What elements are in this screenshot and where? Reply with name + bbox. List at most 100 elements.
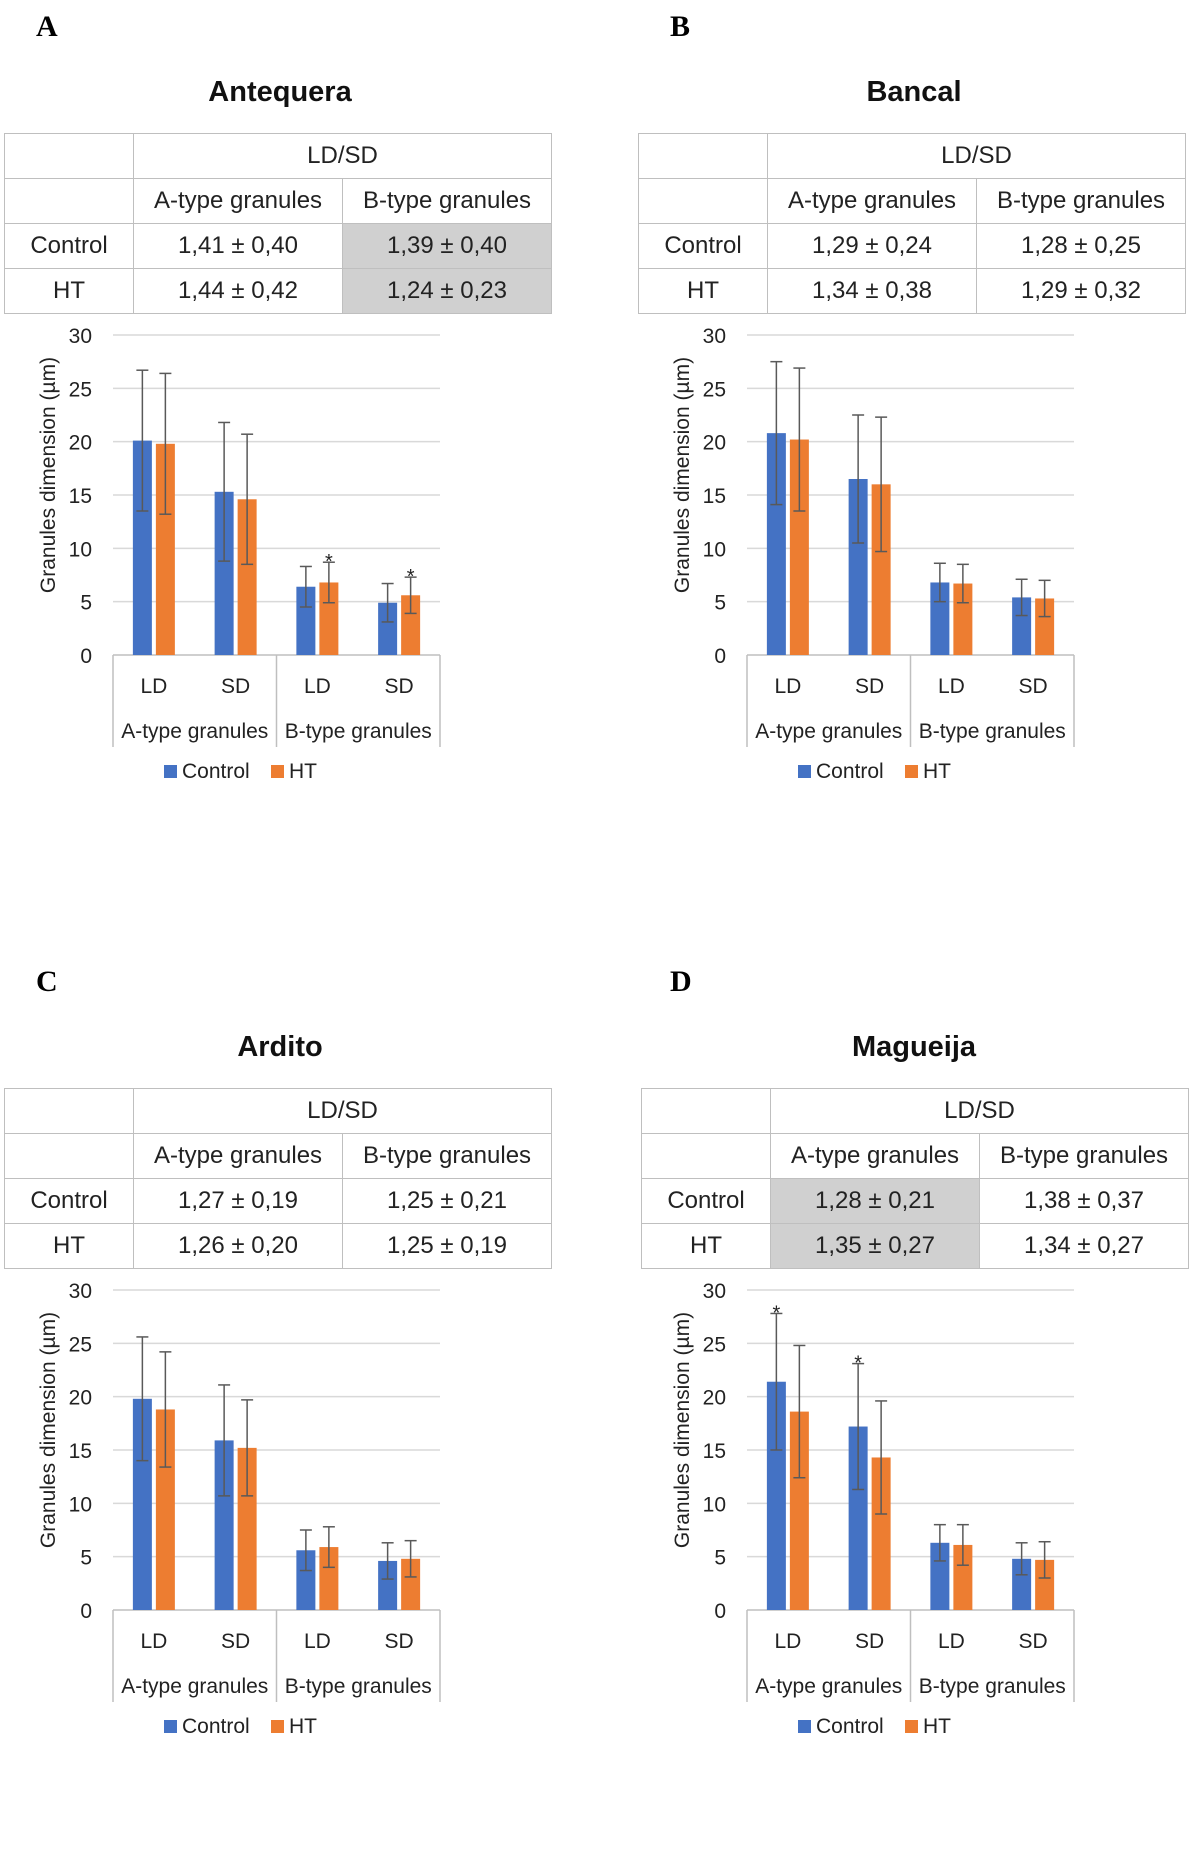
bar-ht bbox=[401, 595, 421, 655]
y-axis-label: Granules dimension (µm) bbox=[37, 357, 60, 593]
legend-label-ht: HT bbox=[923, 1715, 951, 1738]
table-cell-ht-b: 1,29 ± 0,32 bbox=[976, 268, 1186, 314]
bar-chart-magueija: 0 5 10 15 20 25 30 Granules dimension (µm) * * LD S… bbox=[671, 1280, 1075, 1738]
table-cell-ht-a: 1,26 ± 0,20 bbox=[133, 1223, 343, 1269]
bar-ht bbox=[953, 583, 973, 655]
panel-title: Ardito bbox=[237, 1031, 323, 1063]
bar-control bbox=[848, 479, 868, 655]
y-tick-label: 5 bbox=[80, 1547, 92, 1570]
bar-ht bbox=[155, 1409, 175, 1610]
table-cell-control-a: 1,41 ± 0,40 bbox=[133, 223, 343, 269]
y-tick-label: 0 bbox=[714, 645, 726, 668]
bar-control bbox=[296, 586, 316, 655]
bar-control bbox=[930, 1542, 950, 1610]
bar-ht bbox=[789, 1411, 809, 1610]
legend-swatch-ht bbox=[271, 1720, 284, 1733]
legend-label-control: Control bbox=[816, 760, 884, 783]
x-tick-label: SD bbox=[221, 1630, 250, 1653]
x-tick-label: LD bbox=[774, 675, 801, 698]
panel-letter: C bbox=[36, 965, 58, 998]
table-header: LD/SD bbox=[133, 1088, 552, 1134]
ratio-table: LD/SD A-type granules B-type granules Co… bbox=[4, 1088, 552, 1269]
y-tick-label: 10 bbox=[703, 538, 726, 561]
x-tick-label: LD bbox=[304, 1630, 331, 1653]
y-tick-label: 25 bbox=[69, 1333, 92, 1356]
group-label: A-type granules bbox=[755, 1675, 902, 1698]
y-tick-label: 20 bbox=[703, 432, 726, 455]
table-row-control: Control bbox=[4, 223, 134, 269]
legend-swatch-ht bbox=[905, 1720, 918, 1733]
y-tick-label: 25 bbox=[703, 378, 726, 401]
x-tick-label: LD bbox=[304, 675, 331, 698]
y-tick-label: 15 bbox=[703, 1440, 726, 1463]
y-axis-label: Granules dimension (µm) bbox=[671, 357, 694, 593]
bar-ht bbox=[871, 1457, 891, 1610]
x-tick-label: SD bbox=[385, 1630, 414, 1653]
table-row-control: Control bbox=[638, 223, 768, 269]
table-row-control: Control bbox=[641, 1178, 771, 1224]
table-cell-ht-b: 1,25 ± 0,19 bbox=[342, 1223, 552, 1269]
significance-marker: * bbox=[854, 1353, 862, 1375]
legend-label-ht: HT bbox=[289, 760, 317, 783]
bar-control bbox=[930, 582, 950, 655]
legend-label-control: Control bbox=[816, 1715, 884, 1738]
x-tick-label: SD bbox=[855, 675, 884, 698]
y-tick-label: 5 bbox=[80, 592, 92, 615]
table-col-a-type: A-type granules bbox=[133, 178, 343, 224]
panel-title: Magueija bbox=[851, 1031, 977, 1063]
group-label: B-type granules bbox=[285, 1675, 432, 1698]
bar-chart-bancal: 0 5 10 15 20 25 30 Granules dimension (µm) LD SD L… bbox=[671, 325, 1075, 783]
bar-control bbox=[1012, 597, 1032, 655]
ratio-table: LD/SD A-type granules B-type granules Co… bbox=[4, 133, 552, 314]
bar-control bbox=[1012, 1558, 1032, 1610]
y-tick-label: 30 bbox=[703, 1280, 726, 1303]
table-blank bbox=[638, 178, 768, 224]
table-cell-control-b: 1,28 ± 0,25 bbox=[976, 223, 1186, 269]
y-tick-label: 0 bbox=[80, 1600, 92, 1623]
y-tick-label: 30 bbox=[69, 325, 92, 348]
table-cell-ht-b: 1,34 ± 0,27 bbox=[979, 1223, 1189, 1269]
table-col-b-type: B-type granules bbox=[976, 178, 1186, 224]
bar-ht bbox=[401, 1558, 421, 1610]
bar-ht bbox=[1035, 1559, 1055, 1610]
bar-control bbox=[848, 1426, 868, 1610]
group-label: A-type granules bbox=[121, 720, 268, 743]
y-axis-label: Granules dimension (µm) bbox=[37, 1312, 60, 1548]
table-corner bbox=[638, 133, 768, 179]
panel-c: C Ardito LD/SD A-type granules B-type gr… bbox=[0, 955, 560, 1855]
table-row-ht: HT bbox=[4, 1223, 134, 1269]
bar-ht bbox=[237, 1447, 257, 1610]
panel-d: D Magueija LD/SD A-type granules B-type … bbox=[634, 955, 1194, 1855]
y-axis-label: Granules dimension (µm) bbox=[671, 1312, 694, 1548]
legend-swatch-control bbox=[164, 765, 177, 778]
x-tick-label: SD bbox=[1019, 1630, 1048, 1653]
significance-marker: * bbox=[407, 566, 415, 588]
y-tick-label: 15 bbox=[703, 485, 726, 508]
y-tick-label: 20 bbox=[69, 1387, 92, 1410]
x-tick-label: SD bbox=[221, 675, 250, 698]
legend-swatch-control bbox=[164, 1720, 177, 1733]
bar-control bbox=[766, 1381, 786, 1610]
legend-swatch-ht bbox=[905, 765, 918, 778]
panel-title: Antequera bbox=[208, 76, 352, 108]
bar-ht bbox=[1035, 598, 1055, 655]
y-tick-label: 0 bbox=[80, 645, 92, 668]
x-tick-label: LD bbox=[774, 1630, 801, 1653]
legend-label-ht: HT bbox=[923, 760, 951, 783]
table-corner bbox=[641, 1088, 771, 1134]
bar-control bbox=[214, 491, 234, 655]
bar-ht bbox=[319, 582, 339, 655]
bar-control bbox=[766, 433, 786, 655]
bar-chart-antequera: 0 5 10 15 20 25 30 Granules dimension (µm) * * LD S… bbox=[37, 325, 441, 783]
table-header: LD/SD bbox=[133, 133, 552, 179]
table-blank bbox=[4, 1133, 134, 1179]
ratio-table: LD/SD A-type granules B-type granules Co… bbox=[641, 1088, 1189, 1269]
table-row-ht: HT bbox=[641, 1223, 771, 1269]
y-tick-label: 25 bbox=[703, 1333, 726, 1356]
x-tick-label: LD bbox=[140, 1630, 167, 1653]
table-col-a-type: A-type granules bbox=[767, 178, 977, 224]
y-tick-label: 0 bbox=[714, 1600, 726, 1623]
bar-control bbox=[378, 1560, 398, 1610]
y-tick-label: 15 bbox=[69, 485, 92, 508]
table-cell-ht-a: 1,34 ± 0,38 bbox=[767, 268, 977, 314]
